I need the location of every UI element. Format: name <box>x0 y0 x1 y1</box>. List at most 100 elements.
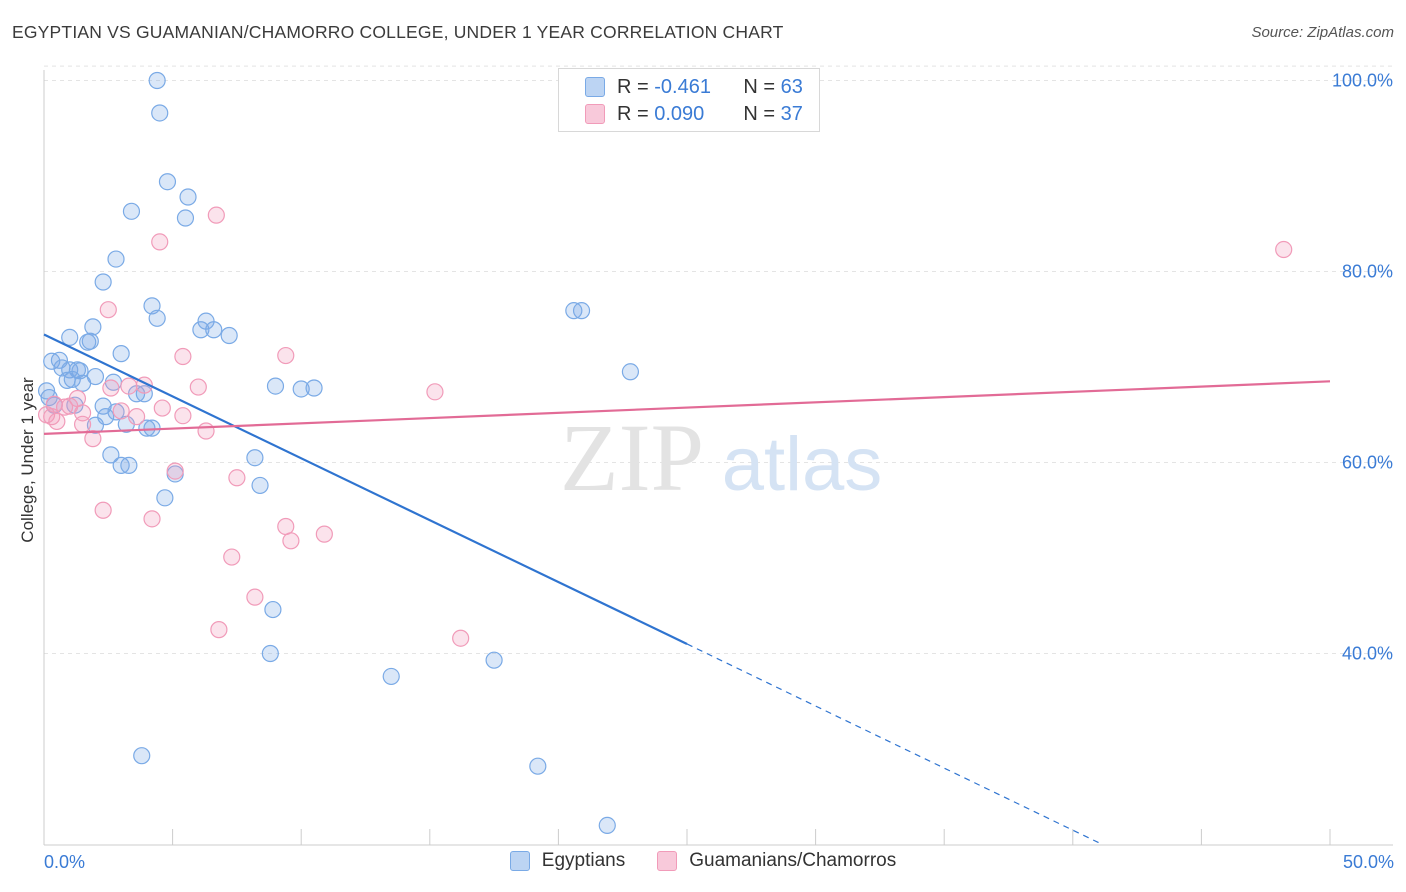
guamanian-point <box>153 399 171 417</box>
egyptian-trend-line <box>43 333 688 645</box>
egyptian-point <box>86 416 105 434</box>
watermark-zip: ZIP <box>560 404 704 511</box>
guamanian-point <box>43 408 61 426</box>
egyptian-point <box>305 379 323 397</box>
trend-lines <box>43 333 1331 844</box>
guamanian-point <box>102 379 120 397</box>
egyptian-point <box>565 302 583 320</box>
egyptian-point <box>246 449 264 467</box>
legend-item-guamanians[interactable]: Guamanians/Chamorros <box>657 850 896 872</box>
guamanian-point <box>189 378 207 396</box>
legend-r-value: -0.461 <box>654 75 711 98</box>
egyptian-point <box>120 456 138 474</box>
egyptian-point <box>107 403 125 421</box>
guamanian-point <box>84 430 102 448</box>
egyptian-point <box>122 202 141 220</box>
egyptian-point <box>61 328 79 346</box>
guamanian-point <box>94 501 112 519</box>
egyptian-point <box>192 321 210 339</box>
egyptian-point <box>621 363 640 381</box>
egyptian-point <box>37 382 56 400</box>
guamanian-trend-line <box>43 380 1331 435</box>
egyptian-point <box>63 370 81 389</box>
y-axis-label: College, Under 1 year <box>18 377 37 543</box>
legend-n-label: N = <box>743 75 776 98</box>
egyptian-point <box>158 173 177 191</box>
guamanian-point <box>282 532 300 550</box>
egyptian-point <box>292 380 310 398</box>
egyptian-point <box>266 377 285 395</box>
guamanian-point <box>174 347 192 366</box>
egyptian-point <box>84 318 102 336</box>
guamanian-point <box>1275 240 1293 259</box>
legend-swatch-guamanians <box>657 851 678 871</box>
guamanian-point <box>127 408 146 426</box>
y-tick-label: 40.0% <box>1342 644 1393 664</box>
egyptian-point <box>148 309 166 327</box>
y-tick-label: 100.0% <box>1332 71 1393 91</box>
legend-r-label: R = <box>617 102 649 125</box>
guamanian-point <box>277 517 295 536</box>
legend-row-egyptians: R = -0.461 N = 63 <box>585 74 803 100</box>
watermark: ZIP atlas <box>560 404 882 511</box>
guamanian-point <box>315 525 333 543</box>
legend-swatch-egyptians <box>585 77 605 97</box>
guamanian-point <box>73 415 92 433</box>
egyptian-point <box>220 326 238 345</box>
data-points <box>37 71 1293 835</box>
legend-r-label: R = <box>617 75 649 98</box>
guamanian-point <box>207 206 225 224</box>
x-tick-min: 0.0% <box>44 852 86 872</box>
egyptian-point <box>179 188 197 206</box>
guamanian-point <box>99 301 117 319</box>
guamanian-point <box>55 398 74 416</box>
egyptian-point <box>156 489 174 507</box>
legend-label-guamanians: Guamanians/Chamorros <box>689 850 897 871</box>
legend-r-value: 0.090 <box>654 102 705 125</box>
egyptian-point <box>529 757 547 775</box>
y-tick-label: 80.0% <box>1342 262 1393 282</box>
egyptian-point <box>598 816 616 835</box>
stats-legend: R = -0.461 N = 63 R = 0.090 N = 37 <box>558 68 820 132</box>
egyptian-point <box>205 321 223 339</box>
egyptian-point <box>176 209 195 227</box>
legend-swatch-egyptians <box>509 851 530 871</box>
egyptian-trend-extension <box>686 643 1099 844</box>
legend-row-guamanians: R = 0.090 N = 37 <box>585 101 803 127</box>
guamanian-point <box>452 629 470 647</box>
gridlines <box>44 65 1393 654</box>
legend-n-label: N = <box>743 102 776 125</box>
guamanian-point <box>120 377 138 395</box>
egyptian-point <box>94 273 112 291</box>
guamanian-point <box>426 383 444 401</box>
legend-item-egyptians[interactable]: Egyptians <box>509 850 626 872</box>
guamanian-point <box>223 548 241 566</box>
guamanian-point <box>210 621 228 639</box>
legend-n-value: 63 <box>780 75 803 98</box>
legend-label-egyptians: Egyptians <box>541 850 626 871</box>
egyptian-point <box>264 600 282 619</box>
y-tick-label: 60.0% <box>1342 453 1393 473</box>
series-legend: Egyptians Guamanians/Chamorros <box>0 850 1406 872</box>
egyptian-point <box>81 332 99 350</box>
guamanian-point <box>246 588 264 606</box>
egyptian-point <box>138 419 156 437</box>
egyptian-point <box>73 374 92 392</box>
guamanian-point <box>48 412 66 431</box>
watermark-atlas: atlas <box>722 422 883 507</box>
guamanian-point <box>174 407 192 425</box>
chart-title: EGYPTIAN VS GUAMANIAN/CHAMORRO COLLEGE, … <box>12 22 784 42</box>
guamanian-point <box>228 469 246 487</box>
egyptian-point <box>151 104 169 122</box>
guamanian-point <box>112 402 130 420</box>
guamanian-point <box>166 462 184 480</box>
guamanian-point <box>143 510 161 528</box>
legend-n-value: 37 <box>780 102 803 125</box>
guamanian-point <box>277 346 295 365</box>
egyptian-point <box>102 446 120 464</box>
guamanian-point <box>151 233 169 251</box>
egyptian-point <box>133 747 151 765</box>
y-tick-labels: 40.0% 60.0% 80.0% 100.0% <box>1332 71 1393 664</box>
source-label: Source: ZipAtlas.com <box>1251 24 1394 41</box>
